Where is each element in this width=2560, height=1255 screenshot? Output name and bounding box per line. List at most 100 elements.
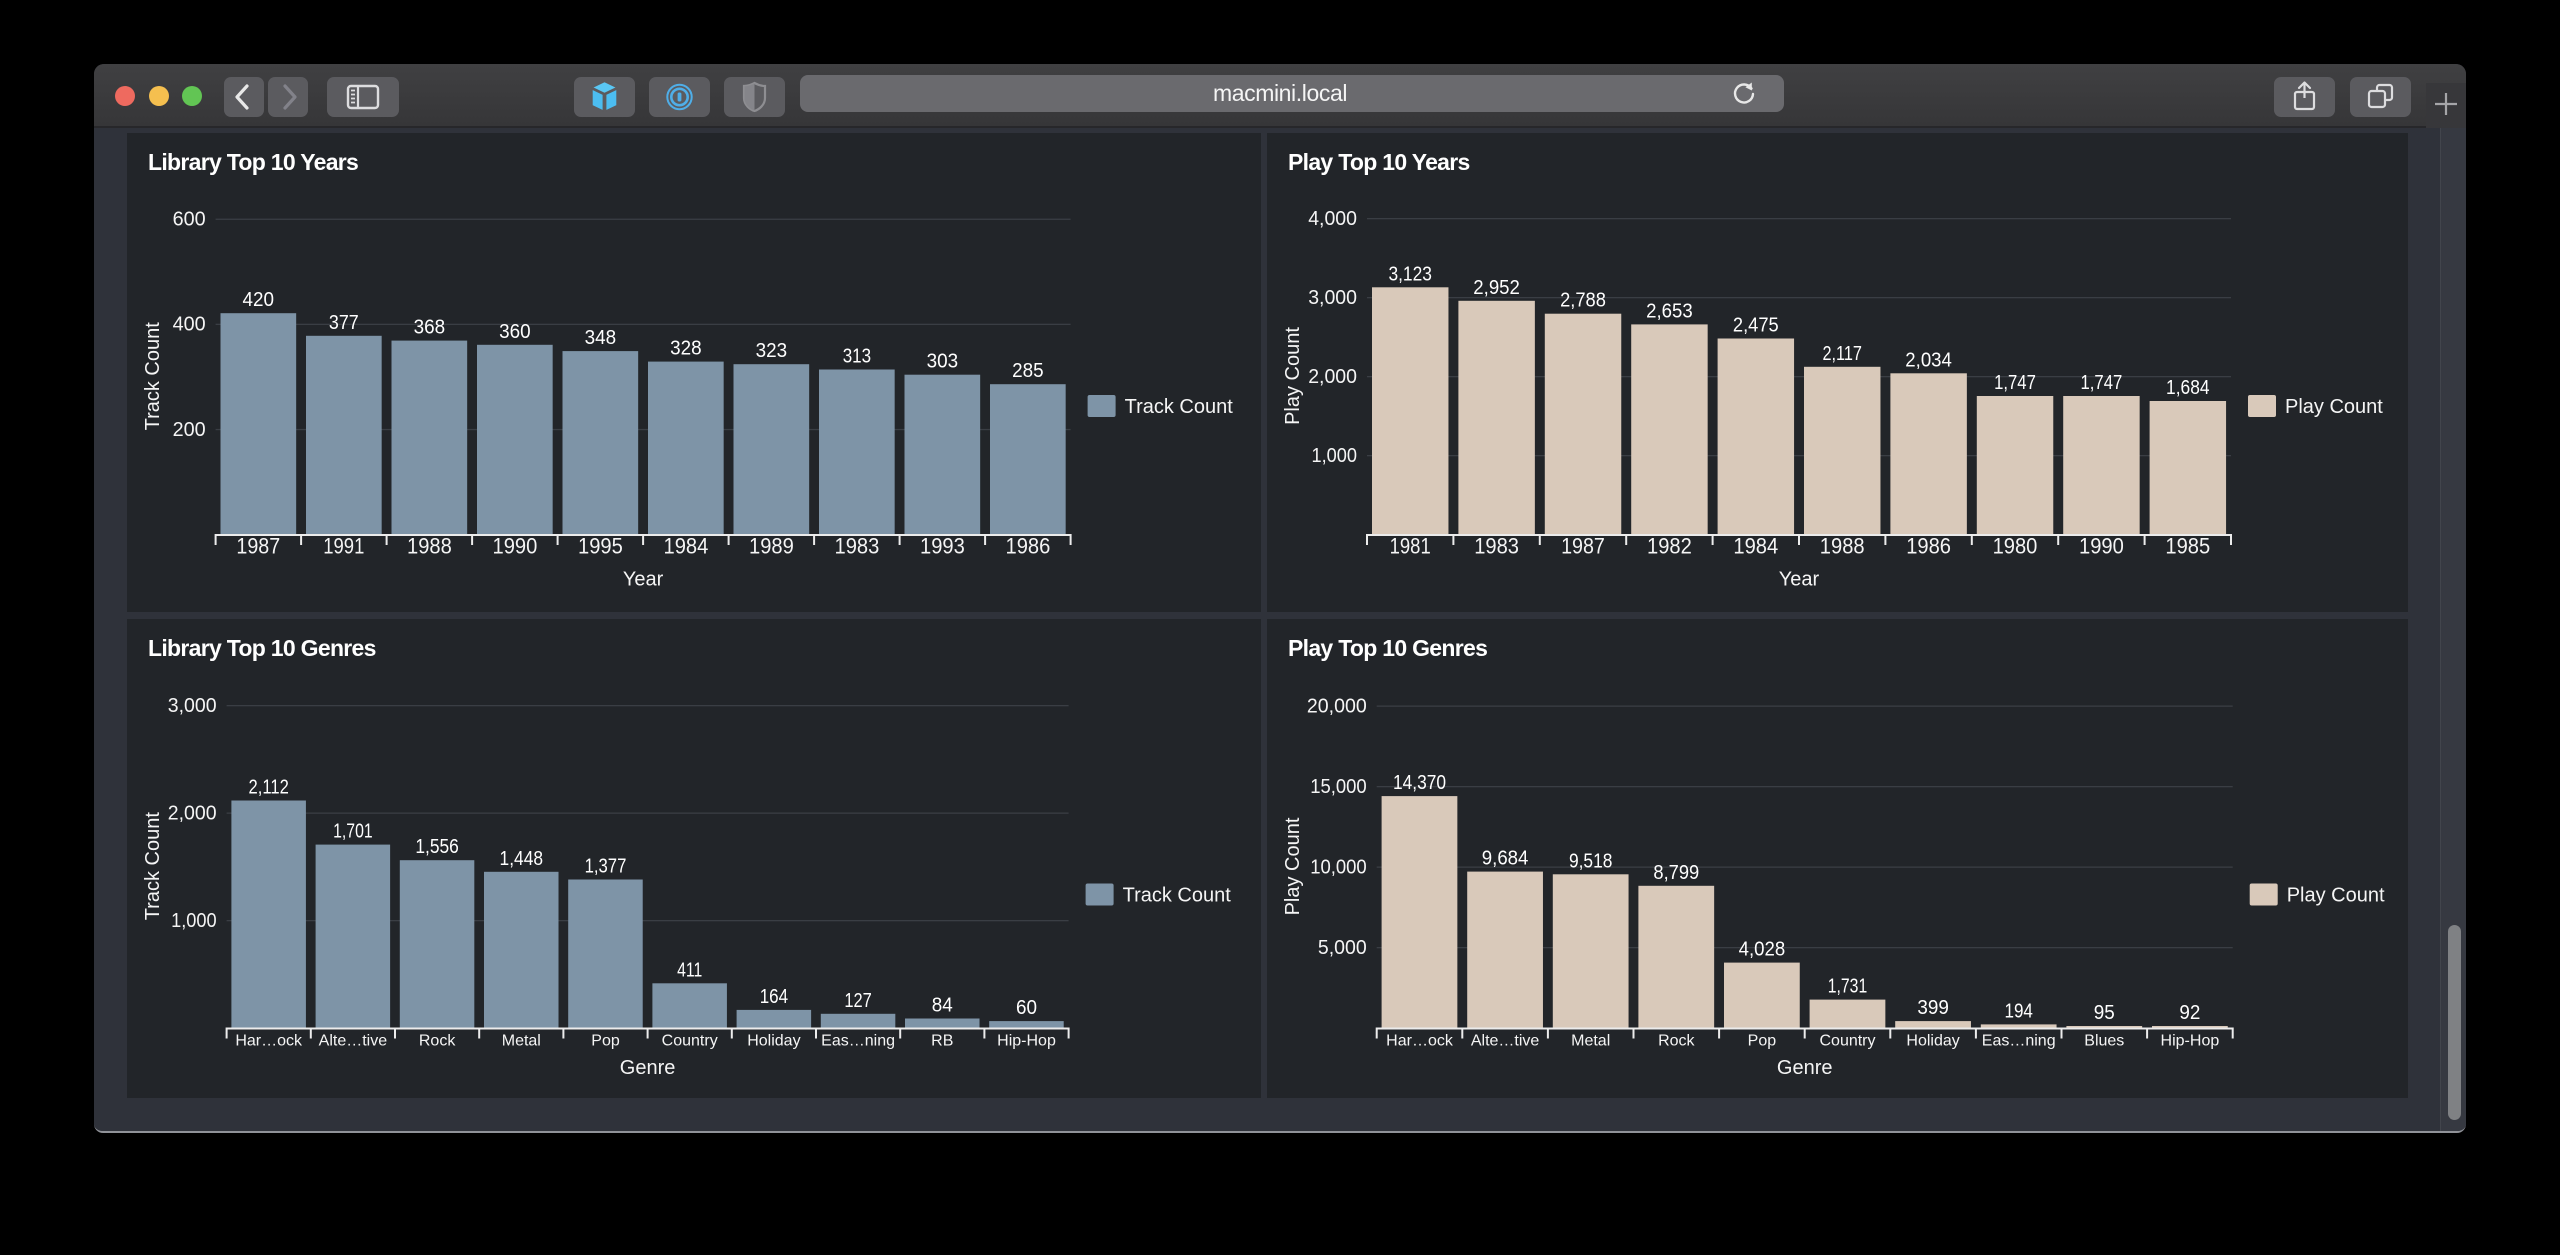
svg-text:1987: 1987 bbox=[236, 534, 280, 559]
svg-text:1983: 1983 bbox=[1474, 534, 1519, 559]
svg-text:313: 313 bbox=[843, 346, 871, 368]
svg-text:Library Top 10 Genres: Library Top 10 Genres bbox=[148, 635, 376, 661]
svg-text:Genre: Genre bbox=[1777, 1057, 1833, 1079]
svg-text:20,000: 20,000 bbox=[1307, 696, 1367, 718]
svg-text:60: 60 bbox=[1016, 997, 1037, 1019]
svg-text:Alte…tive: Alte…tive bbox=[1471, 1033, 1540, 1050]
svg-text:1980: 1980 bbox=[1993, 534, 2038, 559]
svg-text:1983: 1983 bbox=[835, 534, 880, 559]
svg-text:4,028: 4,028 bbox=[1739, 939, 1786, 961]
svg-text:127: 127 bbox=[844, 990, 872, 1012]
svg-text:2,000: 2,000 bbox=[1308, 366, 1357, 388]
svg-text:95: 95 bbox=[2094, 1002, 2115, 1024]
svg-text:Play Count: Play Count bbox=[2287, 885, 2385, 907]
svg-text:1984: 1984 bbox=[664, 534, 709, 559]
svg-text:Alte…tive: Alte…tive bbox=[319, 1033, 388, 1050]
svg-text:2,112: 2,112 bbox=[249, 777, 289, 799]
svg-text:Track Count: Track Count bbox=[1125, 396, 1234, 418]
svg-text:Har…ock: Har…ock bbox=[235, 1033, 303, 1050]
svg-text:2,000: 2,000 bbox=[168, 803, 217, 825]
svg-text:84: 84 bbox=[932, 995, 953, 1017]
svg-text:600: 600 bbox=[173, 209, 206, 231]
svg-text:2,117: 2,117 bbox=[1822, 343, 1862, 365]
svg-text:5,000: 5,000 bbox=[1318, 937, 1367, 959]
svg-text:1,747: 1,747 bbox=[1994, 372, 2036, 394]
svg-text:1982: 1982 bbox=[1647, 534, 1692, 559]
svg-text:360: 360 bbox=[499, 321, 531, 343]
svg-text:1995: 1995 bbox=[578, 534, 623, 559]
svg-text:1986: 1986 bbox=[1906, 534, 1951, 559]
svg-text:10,000: 10,000 bbox=[1310, 857, 1367, 879]
svg-text:9,518: 9,518 bbox=[1569, 850, 1613, 872]
svg-text:15,000: 15,000 bbox=[1310, 776, 1367, 798]
svg-text:Har…ock: Har…ock bbox=[1386, 1033, 1454, 1050]
svg-text:2,653: 2,653 bbox=[1646, 300, 1693, 322]
svg-text:1987: 1987 bbox=[1561, 534, 1605, 559]
svg-text:Track Count: Track Count bbox=[1123, 885, 1232, 907]
svg-text:Play Count: Play Count bbox=[1282, 327, 1304, 425]
svg-text:399: 399 bbox=[1917, 997, 1949, 1019]
svg-text:1,448: 1,448 bbox=[500, 848, 544, 870]
svg-text:Track Count: Track Count bbox=[142, 322, 164, 431]
svg-text:RB: RB bbox=[931, 1033, 953, 1050]
svg-text:Country: Country bbox=[1819, 1033, 1875, 1050]
svg-text:323: 323 bbox=[756, 340, 788, 362]
svg-text:1,000: 1,000 bbox=[171, 910, 217, 932]
svg-text:Library Top 10 Years: Library Top 10 Years bbox=[148, 149, 358, 175]
svg-text:1,556: 1,556 bbox=[415, 836, 459, 858]
svg-text:200: 200 bbox=[173, 419, 206, 441]
svg-text:Year: Year bbox=[623, 569, 664, 591]
svg-text:1,377: 1,377 bbox=[585, 856, 627, 878]
svg-text:1,684: 1,684 bbox=[2166, 377, 2210, 399]
svg-text:420: 420 bbox=[243, 289, 274, 311]
svg-text:92: 92 bbox=[2179, 1002, 2200, 1024]
svg-text:Pop: Pop bbox=[1748, 1033, 1777, 1050]
svg-text:Eas…ning: Eas…ning bbox=[821, 1033, 895, 1050]
svg-text:1981: 1981 bbox=[1390, 534, 1431, 559]
svg-text:Eas…ning: Eas…ning bbox=[1982, 1033, 2056, 1050]
svg-text:Blues: Blues bbox=[2084, 1033, 2124, 1050]
svg-text:8,799: 8,799 bbox=[1653, 862, 1699, 884]
svg-text:Play Top 10 Years: Play Top 10 Years bbox=[1288, 149, 1470, 175]
svg-text:1988: 1988 bbox=[407, 534, 452, 559]
svg-text:Play Top 10 Genres: Play Top 10 Genres bbox=[1288, 635, 1487, 661]
svg-text:Rock: Rock bbox=[1658, 1033, 1695, 1050]
svg-text:377: 377 bbox=[329, 312, 359, 334]
svg-text:1986: 1986 bbox=[1006, 534, 1051, 559]
svg-text:2,475: 2,475 bbox=[1733, 315, 1779, 337]
svg-text:400: 400 bbox=[173, 314, 206, 336]
svg-text:Hip-Hop: Hip-Hop bbox=[2161, 1033, 2220, 1050]
svg-text:3,123: 3,123 bbox=[1388, 263, 1432, 285]
svg-text:Track Count: Track Count bbox=[142, 812, 164, 921]
svg-text:368: 368 bbox=[414, 317, 446, 339]
svg-text:2,952: 2,952 bbox=[1473, 277, 1520, 299]
svg-text:Country: Country bbox=[662, 1033, 718, 1050]
svg-text:1990: 1990 bbox=[2079, 534, 2124, 559]
svg-text:Metal: Metal bbox=[1571, 1033, 1610, 1050]
svg-text:1,731: 1,731 bbox=[1828, 976, 1868, 998]
svg-text:411: 411 bbox=[677, 959, 702, 981]
svg-text:303: 303 bbox=[927, 351, 959, 373]
svg-text:1989: 1989 bbox=[749, 534, 794, 559]
svg-text:Hip-Hop: Hip-Hop bbox=[997, 1033, 1056, 1050]
svg-text:1,701: 1,701 bbox=[333, 821, 373, 843]
svg-text:Holiday: Holiday bbox=[1906, 1033, 1959, 1050]
svg-text:3,000: 3,000 bbox=[1308, 287, 1357, 309]
svg-text:14,370: 14,370 bbox=[1393, 772, 1446, 794]
svg-text:9,684: 9,684 bbox=[1482, 848, 1529, 870]
svg-text:164: 164 bbox=[760, 986, 788, 1008]
svg-text:Pop: Pop bbox=[591, 1033, 620, 1050]
svg-text:1984: 1984 bbox=[1733, 534, 1778, 559]
svg-text:1993: 1993 bbox=[920, 534, 965, 559]
svg-text:2,034: 2,034 bbox=[1905, 349, 1952, 371]
svg-text:285: 285 bbox=[1012, 360, 1044, 382]
svg-text:Metal: Metal bbox=[502, 1033, 541, 1050]
svg-text:1988: 1988 bbox=[1820, 534, 1865, 559]
svg-text:Play Count: Play Count bbox=[2285, 396, 2383, 418]
svg-text:1985: 1985 bbox=[2165, 534, 2210, 559]
svg-text:Year: Year bbox=[1779, 569, 1820, 591]
svg-text:1990: 1990 bbox=[493, 534, 538, 559]
svg-text:4,000: 4,000 bbox=[1308, 208, 1357, 230]
svg-text:Rock: Rock bbox=[419, 1033, 456, 1050]
svg-text:1991: 1991 bbox=[323, 534, 364, 559]
